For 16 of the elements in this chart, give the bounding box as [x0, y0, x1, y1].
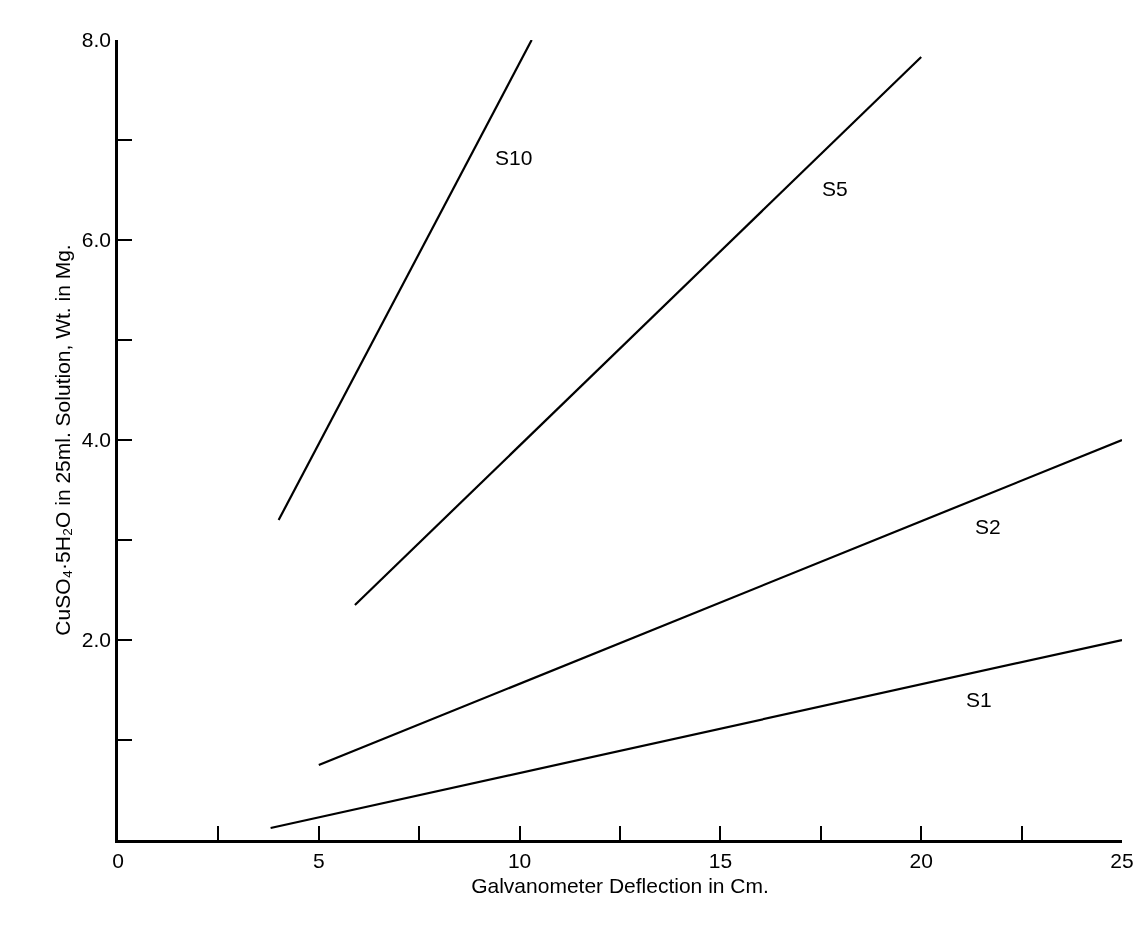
y-tick-label: 4.0	[81, 428, 112, 452]
y-tick-label: 8.0	[81, 28, 112, 52]
series-label: S2	[975, 515, 1001, 538]
series-label: S10	[495, 146, 533, 169]
x-tick-label: 20	[909, 848, 933, 872]
x-tick-label: 0	[112, 848, 124, 872]
y-axis-title: CuSO₄·5H₂O in 25ml. Solution, Wt. in Mg.	[51, 244, 74, 636]
series-label: S5	[822, 177, 848, 200]
x-tick-label: 10	[507, 848, 532, 872]
x-tick-label: 15	[708, 848, 733, 872]
x-tick-label: 5	[312, 848, 325, 872]
y-tick-label: 2.0	[81, 628, 112, 652]
x-axis-title: Galvanometer Deflection in Cm.	[471, 874, 769, 898]
y-tick-label: 6.0	[81, 228, 112, 252]
x-tick-label: 25	[1110, 848, 1134, 872]
series-label: S1	[966, 688, 992, 711]
